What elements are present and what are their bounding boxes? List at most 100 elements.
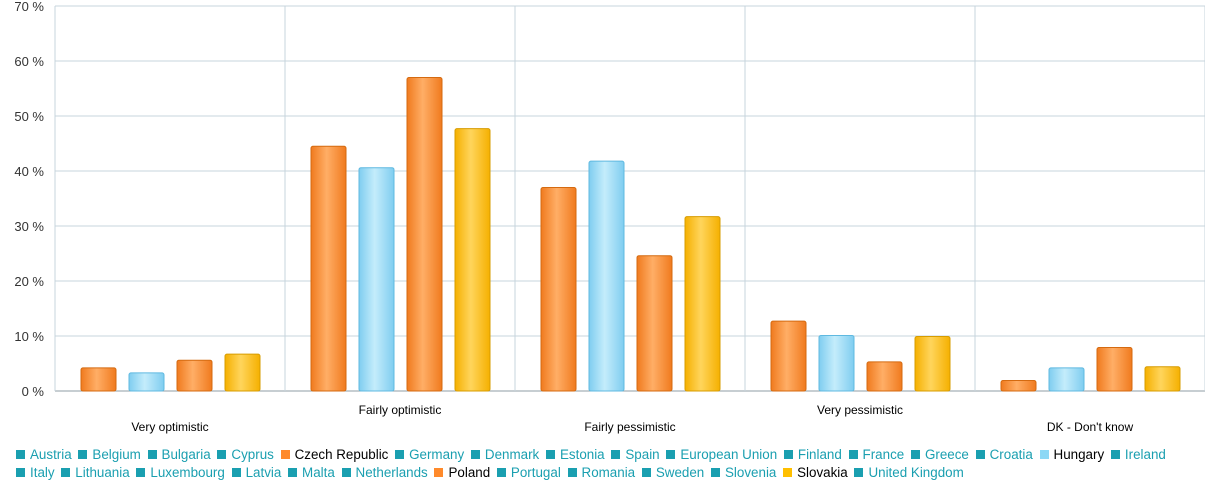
legend-item[interactable]: Romania: [567, 465, 635, 480]
legend-swatch-icon: [567, 468, 577, 477]
legend-item[interactable]: Hungary: [1039, 447, 1105, 462]
legend-item[interactable]: Portugal: [496, 465, 561, 480]
legend-item[interactable]: Sweden: [641, 465, 704, 480]
bar[interactable]: [224, 353, 261, 392]
bar[interactable]: [684, 216, 721, 392]
legend-swatch-icon: [975, 450, 985, 459]
legend-swatch-icon: [395, 450, 405, 459]
legend-item[interactable]: Germany: [395, 447, 464, 462]
bar[interactable]: [454, 128, 491, 392]
legend-swatch-icon: [545, 450, 555, 459]
bar[interactable]: [358, 167, 395, 392]
legend-item[interactable]: Finland: [783, 447, 842, 462]
legend-item[interactable]: Netherlands: [341, 465, 428, 480]
legend-label: Bulgaria: [161, 447, 211, 462]
bar[interactable]: [1144, 366, 1181, 392]
legend-label: Denmark: [484, 447, 540, 462]
legend-item[interactable]: Denmark: [470, 447, 540, 462]
legend-swatch-icon: [496, 468, 506, 477]
x-category-label: Fairly optimistic: [359, 403, 442, 417]
bar[interactable]: [406, 77, 443, 392]
legend-item[interactable]: Italy: [16, 465, 55, 480]
legend-item[interactable]: European Union: [666, 447, 777, 462]
bar[interactable]: [310, 145, 347, 392]
legend-swatch-icon: [231, 468, 241, 477]
bar[interactable]: [176, 359, 213, 392]
legend-swatch-icon: [280, 450, 290, 459]
legend-swatch-icon: [61, 468, 71, 477]
bar[interactable]: [770, 320, 807, 392]
legend-label: Netherlands: [355, 465, 428, 480]
bar[interactable]: [588, 160, 625, 392]
legend-item[interactable]: Belgium: [78, 447, 141, 462]
legend-swatch-icon: [147, 450, 157, 459]
legend-item[interactable]: Poland: [434, 465, 490, 480]
x-category-label: Very pessimistic: [817, 403, 903, 417]
legend-item[interactable]: Lithuania: [61, 465, 130, 480]
legend-label: Finland: [797, 447, 842, 462]
legend-item[interactable]: Czech Republic: [280, 447, 389, 462]
legend-label: Lithuania: [75, 465, 130, 480]
legend-item[interactable]: Malta: [288, 465, 335, 480]
legend-item[interactable]: Ireland: [1110, 447, 1166, 462]
legend-swatch-icon: [666, 450, 676, 459]
legend-swatch-icon: [288, 468, 298, 477]
y-tick-label: 0 %: [22, 384, 45, 399]
bars: [80, 77, 1181, 392]
legend-label: United Kingdom: [868, 465, 964, 480]
y-tick-label: 40 %: [14, 164, 44, 179]
axis-labels: 0 % 10 % 20 % 30 % 40 % 50 % 60 % 70 % Very opti…: [14, 0, 1133, 434]
legend-label: European Union: [680, 447, 778, 462]
legend-label: Spain: [625, 447, 660, 462]
y-tick-label: 20 %: [14, 274, 44, 289]
legend-item[interactable]: Slovenia: [711, 465, 776, 480]
legend-label: Luxembourg: [150, 465, 225, 480]
legend: Austria Belgium Bulgaria Cyprus Czech Re…: [16, 446, 1196, 482]
legend-label: Czech Republic: [294, 447, 389, 462]
legend-item[interactable]: Croatia: [975, 447, 1033, 462]
legend-label: Greece: [924, 447, 969, 462]
bar[interactable]: [80, 367, 117, 392]
legend-item[interactable]: Cyprus: [217, 447, 274, 462]
bar[interactable]: [914, 336, 951, 392]
legend-label: Ireland: [1124, 447, 1166, 462]
bar-chart: 0 % 10 % 20 % 30 % 40 % 50 % 60 % 70 % Very opti…: [14, 0, 1205, 434]
legend-label: Austria: [30, 447, 72, 462]
bar[interactable]: [1096, 347, 1133, 392]
legend-swatch-icon: [217, 450, 227, 459]
bar[interactable]: [128, 372, 165, 392]
legend-item[interactable]: Spain: [611, 447, 660, 462]
legend-item[interactable]: Greece: [910, 447, 969, 462]
legend-label: Poland: [448, 465, 491, 480]
legend-label: Hungary: [1053, 447, 1105, 462]
legend-item[interactable]: Latvia: [231, 465, 281, 480]
legend-item[interactable]: France: [848, 447, 904, 462]
legend-item[interactable]: Slovakia: [783, 465, 848, 480]
y-tick-label: 50 %: [14, 109, 44, 124]
legend-label: Slovakia: [797, 465, 848, 480]
legend-swatch-icon: [783, 468, 793, 477]
legend-swatch-icon: [1110, 450, 1120, 459]
bar[interactable]: [636, 255, 673, 392]
bar[interactable]: [1000, 380, 1037, 392]
bar[interactable]: [1048, 367, 1085, 392]
y-tick-label: 10 %: [14, 329, 44, 344]
legend-swatch-icon: [434, 468, 444, 477]
legend-swatch-icon: [611, 450, 621, 459]
legend-item[interactable]: Austria: [16, 447, 72, 462]
legend-label: Estonia: [559, 447, 605, 462]
legend-item[interactable]: Estonia: [545, 447, 605, 462]
legend-item[interactable]: United Kingdom: [854, 465, 964, 480]
legend-item[interactable]: Luxembourg: [136, 465, 225, 480]
y-tick-label: 70 %: [14, 0, 44, 14]
x-category-label: Very optimistic: [131, 420, 208, 434]
x-category-label: Fairly pessimistic: [584, 420, 675, 434]
legend-label: Portugal: [510, 465, 561, 480]
legend-item[interactable]: Bulgaria: [147, 447, 211, 462]
bar[interactable]: [866, 361, 903, 392]
legend-swatch-icon: [470, 450, 480, 459]
bar[interactable]: [818, 334, 855, 392]
legend-swatch-icon: [16, 450, 25, 459]
legend-swatch-icon: [136, 468, 146, 477]
bar[interactable]: [540, 187, 577, 392]
